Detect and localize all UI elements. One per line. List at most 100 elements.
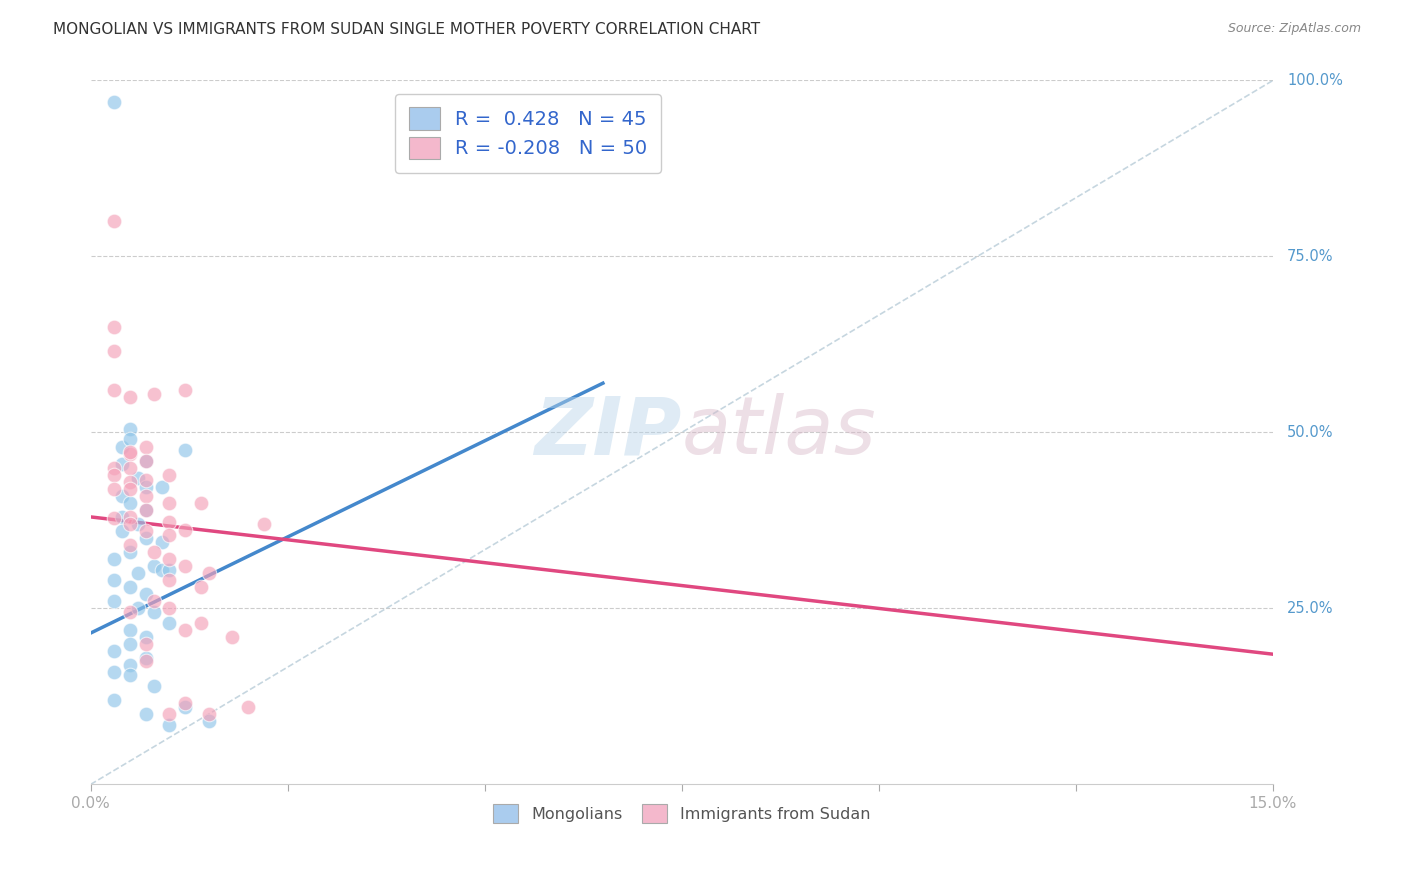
Point (118, 475, 141, 489)
Point (103, 552, 125, 566)
Point (142, 605, 165, 619)
Point (103, 460, 125, 475)
Point (238, 700, 260, 714)
Text: 25.0%: 25.0% (1286, 601, 1333, 616)
Point (135, 503, 157, 517)
Point (174, 700, 197, 714)
Point (103, 319, 125, 334)
Point (174, 383, 197, 397)
Point (103, 344, 125, 359)
Point (142, 594, 165, 608)
Point (142, 545, 165, 559)
Point (135, 473, 157, 487)
Point (103, 214, 125, 228)
Point (159, 527, 181, 541)
Point (118, 623, 141, 637)
Point (135, 637, 157, 651)
Point (159, 717, 181, 731)
Point (127, 601, 149, 615)
Point (190, 496, 212, 510)
Point (135, 706, 157, 721)
Point (135, 480, 157, 494)
Point (159, 706, 181, 721)
Point (118, 668, 141, 682)
Point (135, 630, 157, 644)
Text: Source: ZipAtlas.com: Source: ZipAtlas.com (1227, 22, 1361, 36)
Point (159, 615, 181, 630)
Point (198, 566, 221, 581)
Point (142, 559, 165, 574)
Point (118, 510, 141, 524)
Point (111, 510, 134, 524)
Point (135, 650, 157, 665)
Point (118, 422, 141, 436)
Point (190, 580, 212, 594)
Point (103, 467, 125, 482)
Point (118, 496, 141, 510)
Point (150, 563, 173, 577)
Point (118, 605, 141, 619)
Point (135, 489, 157, 503)
Legend: Mongolians, Immigrants from Sudan: Mongolians, Immigrants from Sudan (486, 798, 877, 830)
Text: 100.0%: 100.0% (1286, 73, 1343, 88)
Point (118, 538, 141, 552)
Point (221, 630, 243, 644)
Point (103, 643, 125, 657)
Point (159, 574, 181, 588)
Point (174, 443, 197, 458)
Point (159, 563, 181, 577)
Point (118, 445, 141, 459)
Point (174, 697, 197, 711)
Point (174, 559, 197, 574)
Point (118, 460, 141, 475)
Point (159, 496, 181, 510)
Point (118, 580, 141, 594)
Text: atlas: atlas (682, 393, 876, 472)
Point (174, 523, 197, 537)
Point (135, 440, 157, 454)
Point (103, 665, 125, 679)
Point (118, 433, 141, 447)
Point (142, 386, 165, 401)
Point (135, 524, 157, 538)
Point (103, 574, 125, 588)
Text: ZIP: ZIP (534, 393, 682, 472)
Point (118, 657, 141, 672)
Text: 50.0%: 50.0% (1286, 425, 1333, 440)
Point (135, 453, 157, 467)
Point (135, 531, 157, 545)
Point (150, 534, 173, 549)
Point (127, 566, 149, 581)
Point (174, 623, 197, 637)
Point (103, 482, 125, 496)
Point (118, 637, 141, 651)
Point (198, 706, 221, 721)
Text: MONGOLIAN VS IMMIGRANTS FROM SUDAN SINGLE MOTHER POVERTY CORRELATION CHART: MONGOLIAN VS IMMIGRANTS FROM SUDAN SINGL… (53, 22, 761, 37)
Point (111, 457, 134, 471)
Point (118, 516, 141, 531)
Point (159, 467, 181, 482)
Point (127, 516, 149, 531)
Point (159, 515, 181, 529)
Point (127, 471, 149, 485)
Point (135, 453, 157, 467)
Text: 75.0%: 75.0% (1286, 249, 1333, 264)
Point (111, 489, 134, 503)
Point (118, 390, 141, 404)
Point (159, 552, 181, 566)
Point (103, 594, 125, 608)
Point (135, 654, 157, 668)
Point (103, 383, 125, 397)
Point (150, 480, 173, 494)
Point (103, 95, 125, 109)
Point (135, 503, 157, 517)
Point (118, 482, 141, 496)
Point (253, 516, 276, 531)
Point (190, 615, 212, 630)
Point (135, 587, 157, 601)
Point (111, 440, 134, 454)
Point (118, 545, 141, 559)
Point (159, 601, 181, 615)
Point (198, 714, 221, 728)
Point (111, 524, 134, 538)
